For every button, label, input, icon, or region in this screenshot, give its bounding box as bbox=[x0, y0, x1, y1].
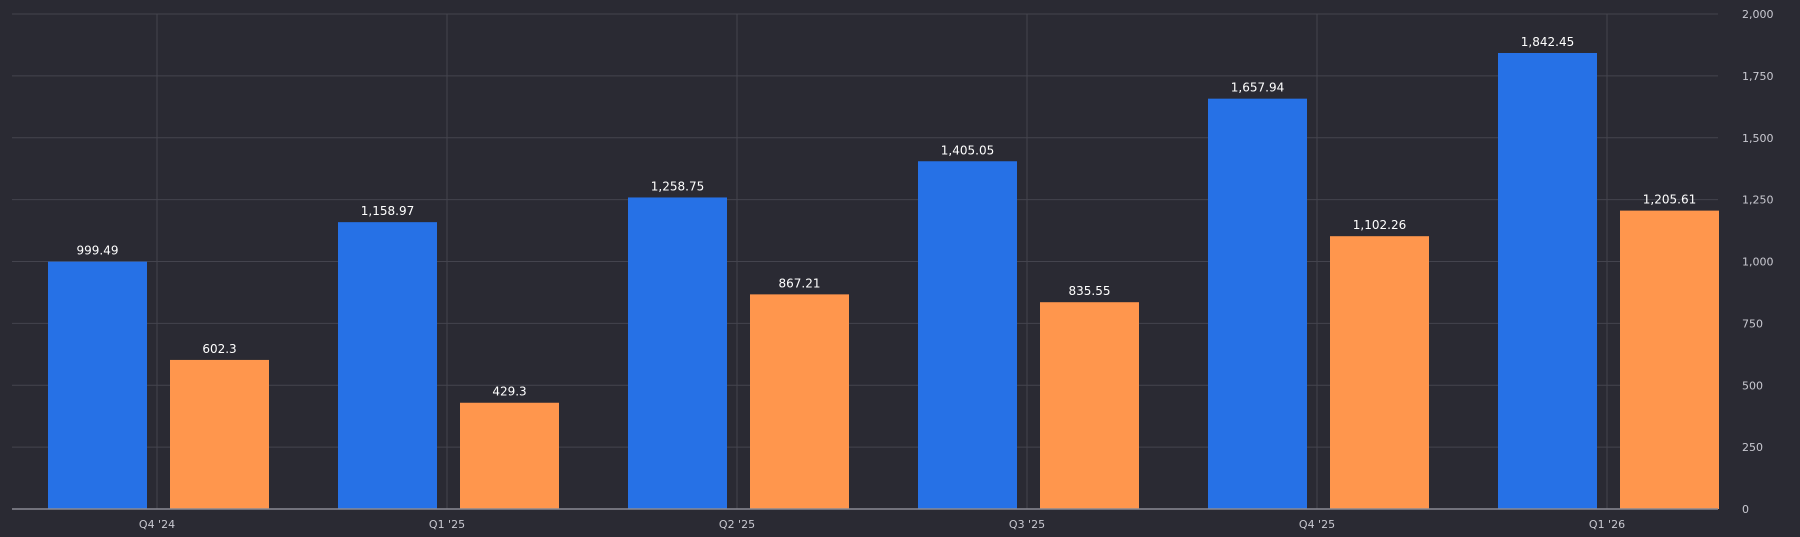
y-tick-label: 0 bbox=[1742, 503, 1749, 516]
y-tick-label: 1,250 bbox=[1742, 194, 1774, 207]
bar-series-1 bbox=[338, 222, 437, 510]
data-label: 602.3 bbox=[202, 342, 236, 356]
data-label: 1,102.26 bbox=[1353, 218, 1406, 232]
data-label: 1,842.45 bbox=[1521, 35, 1574, 49]
gridlines bbox=[12, 13, 1718, 509]
data-label: 1,158.97 bbox=[361, 204, 414, 218]
bar-series-2 bbox=[1620, 210, 1719, 510]
data-labels: 999.49 1,158.97 1,258.75 1,405.05 1,657.94 1,… bbox=[77, 35, 1697, 399]
bar-series-1 bbox=[1208, 98, 1307, 509]
y-tick-label: 1,000 bbox=[1742, 256, 1774, 269]
x-tick-label: Q3 '25 bbox=[1009, 518, 1045, 531]
bar-series-1 bbox=[628, 197, 727, 509]
bar-series-2 bbox=[170, 359, 269, 509]
y-tick-label: 1,500 bbox=[1742, 132, 1774, 145]
data-label: 1,205.61 bbox=[1643, 193, 1696, 207]
bar-series-2 bbox=[1040, 302, 1139, 509]
data-label: 429.3 bbox=[492, 385, 526, 399]
data-label: 999.49 bbox=[77, 244, 119, 258]
x-tick-label: Q1 '25 bbox=[429, 518, 465, 531]
data-label: 1,405.05 bbox=[941, 143, 994, 157]
bar-series-2 bbox=[460, 402, 559, 509]
bar-series-1 bbox=[918, 161, 1017, 509]
y-tick-label: 2,000 bbox=[1742, 8, 1774, 21]
axes: 0 250 500 750 1,000 1,250 1,500 1,750 2,000 Q4 '2… bbox=[12, 8, 1774, 531]
x-tick-label: Q4 '25 bbox=[1299, 518, 1335, 531]
x-tick-label: Q1 '26 bbox=[1589, 518, 1625, 531]
data-label: 867.21 bbox=[779, 276, 821, 290]
bar-series-1 bbox=[1498, 52, 1597, 510]
bars bbox=[48, 52, 1719, 510]
x-tick-label: Q4 '24 bbox=[139, 518, 175, 531]
data-label: 1,258.75 bbox=[651, 179, 704, 193]
bar-series-2 bbox=[750, 294, 849, 509]
y-tick-label: 1,750 bbox=[1742, 70, 1774, 83]
bar-series-1 bbox=[48, 261, 147, 509]
y-tick-label: 250 bbox=[1742, 441, 1763, 454]
y-tick-label: 750 bbox=[1742, 317, 1763, 330]
data-label: 1,657.94 bbox=[1231, 81, 1284, 95]
x-tick-label: Q2 '25 bbox=[719, 518, 755, 531]
bar-series-2 bbox=[1330, 236, 1429, 509]
data-label: 835.55 bbox=[1069, 284, 1111, 298]
y-tick-label: 500 bbox=[1742, 379, 1763, 392]
